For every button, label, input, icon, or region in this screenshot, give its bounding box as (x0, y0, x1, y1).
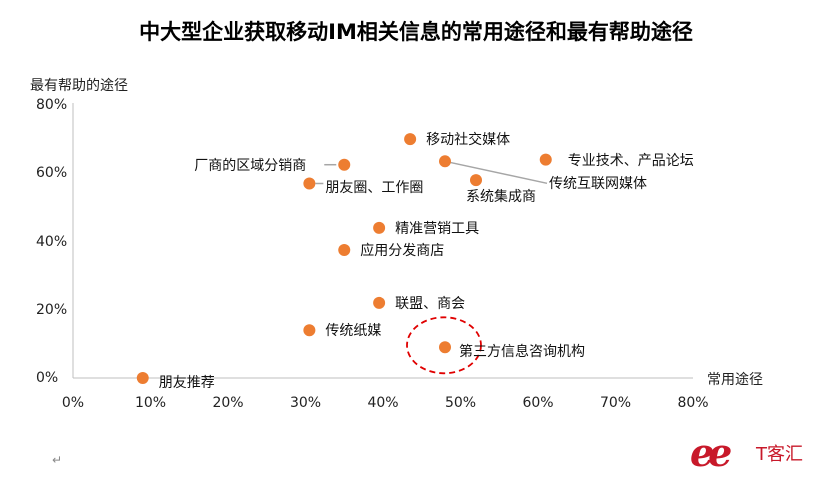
brand-mark-logo: ee (690, 430, 732, 475)
x-axis-label: 常用途径 (707, 372, 763, 388)
highlight-circle (406, 316, 482, 375)
point-label: 传统纸媒 (325, 323, 382, 340)
scatter-point (136, 372, 149, 384)
chart-title: 中大型企业获取移动IM相关信息的常用途径和最有帮助途径 (139, 20, 693, 44)
scatter-point (470, 174, 482, 187)
point-label: 应用分发商店 (360, 243, 445, 260)
y-tick-label: 80% (36, 97, 68, 113)
scatter-point (303, 324, 316, 337)
scatter-point (404, 133, 417, 146)
x-tick-label: 80% (677, 395, 709, 411)
scatter-point (439, 341, 451, 354)
scatter-point (539, 153, 552, 166)
x-tick-label: 40% (367, 395, 399, 411)
brand-logo: ee T客汇 (690, 428, 830, 475)
scatter-point (303, 177, 316, 190)
y-tick-label: 20% (36, 301, 68, 318)
point-label: 朋友推荐 (158, 375, 215, 391)
point-label: 联盟、商会 (395, 295, 466, 312)
point-label: 第三方信息咨询机构 (459, 344, 585, 361)
brand-name: T客汇 (756, 444, 803, 465)
scatter-point (338, 244, 351, 257)
y-tick-label: 40% (36, 233, 68, 250)
scatter-point (439, 155, 451, 168)
point-label: 移动社交媒体 (426, 132, 511, 149)
x-tick-label: 0% (61, 395, 85, 411)
y-tick-label: 0% (36, 370, 59, 386)
point-label: 精准营销工具 (395, 220, 480, 237)
point-label: 系统集成商 (466, 189, 536, 206)
point-label: 专业技术、产品论坛 (567, 152, 694, 169)
scatter-point (338, 158, 351, 171)
x-tick-label: 70% (599, 395, 632, 411)
x-tick-label: 10% (134, 395, 167, 411)
x-tick-label: 20% (212, 395, 244, 411)
point-label: 传统互联网媒体 (549, 176, 647, 193)
x-tick-label: 50% (444, 395, 477, 411)
scatter-point (373, 296, 386, 309)
paragraph-mark: ↵ (52, 453, 63, 467)
point-label: 朋友圈、工作圈 (325, 180, 424, 197)
y-tick-label: 60% (36, 165, 68, 182)
scatter-point (373, 221, 386, 234)
label-leader-line (444, 160, 548, 185)
x-tick-label: 30% (289, 395, 322, 411)
x-tick-label: 60% (522, 395, 554, 411)
point-label: 厂商的区域分销商 (194, 157, 307, 174)
y-axis-label: 最有帮助的途径 (30, 78, 128, 94)
